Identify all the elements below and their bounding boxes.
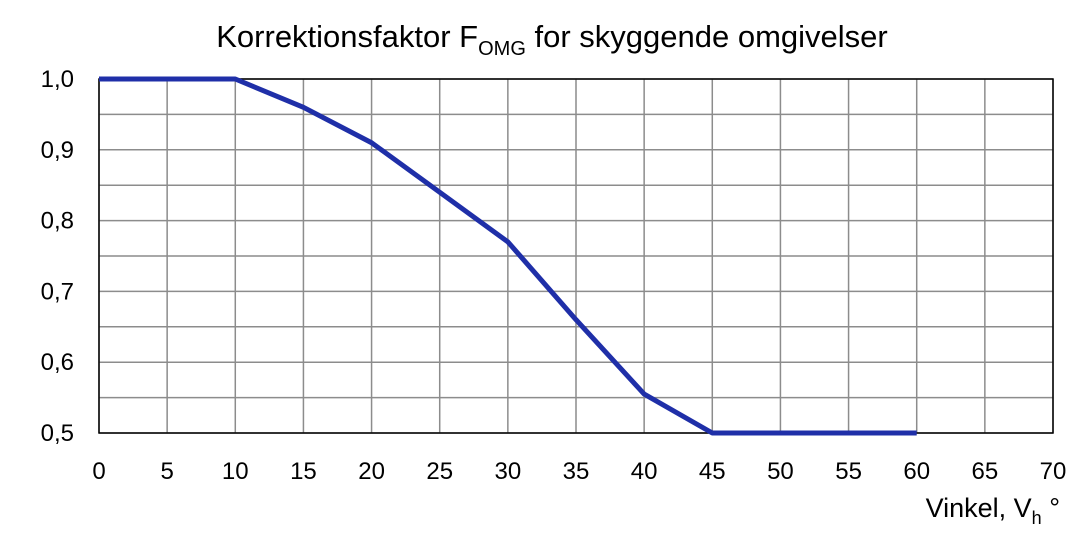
y-tick-label: 0,9	[41, 137, 74, 164]
series-layer	[99, 76, 917, 436]
x-tick-label: 35	[563, 458, 590, 485]
x-axis-ticks: 0 5 10 15 20 25 30 35 40 45 50 55 60 65 70	[92, 458, 1066, 485]
x-tick-label: 30	[495, 458, 522, 485]
y-tick-label: 0,8	[41, 208, 74, 235]
chart-title: Korrektionsfaktor FOMG for skyggende omg…	[216, 19, 888, 60]
x-axis-label-suffix: °	[1042, 493, 1060, 523]
x-tick-label: 0	[92, 458, 105, 485]
grid	[98, 78, 1054, 434]
x-tick-label: 55	[835, 458, 862, 485]
y-tick-label: 0,5	[41, 420, 74, 447]
chart-title-subscript: OMG	[478, 38, 526, 60]
x-axis-label-subscript: h	[1032, 508, 1042, 528]
plot-border	[98, 78, 1054, 434]
x-tick-label: 65	[972, 458, 999, 485]
chart-title-main: Korrektionsfaktor F	[216, 19, 478, 54]
x-tick-label: 50	[767, 458, 794, 485]
plot-frame	[98, 78, 1054, 434]
x-axis-label: Vinkel, Vh °	[926, 493, 1060, 528]
series-line	[99, 76, 917, 436]
x-tick-label: 45	[699, 458, 726, 485]
x-tick-label: 20	[358, 458, 385, 485]
x-tick-label: 40	[631, 458, 658, 485]
x-tick-label: 10	[222, 458, 249, 485]
y-tick-label: 0,7	[41, 278, 74, 305]
y-axis-ticks: 0,5 0,6 0,7 0,8 0,9 1,0	[41, 66, 74, 447]
y-tick-label: 1,0	[41, 66, 74, 93]
chart-title-suffix: for skyggende omgivelser	[526, 19, 888, 54]
x-tick-label: 15	[290, 458, 317, 485]
x-tick-label: 5	[160, 458, 173, 485]
y-tick-label: 0,6	[41, 349, 74, 376]
x-axis-label-main: Vinkel, V	[926, 493, 1032, 523]
x-tick-label: 25	[426, 458, 453, 485]
x-tick-label: 70	[1040, 458, 1067, 485]
x-tick-label: 60	[903, 458, 930, 485]
